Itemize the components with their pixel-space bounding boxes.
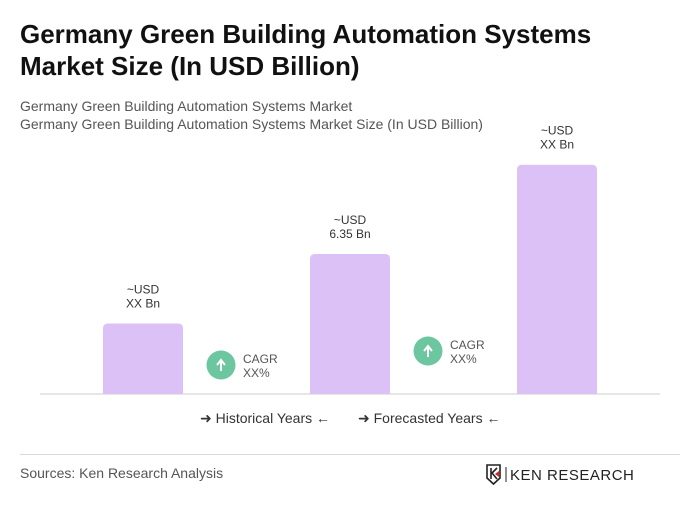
cagr-value: XX% bbox=[243, 366, 270, 380]
bar bbox=[517, 164, 597, 394]
data-label: ~USD bbox=[541, 124, 574, 138]
bar bbox=[103, 323, 183, 394]
cagr-value: XX% bbox=[450, 352, 477, 366]
legend-forecasted-label: Forecasted Years bbox=[373, 410, 483, 426]
legend-historical-label: Historical Years bbox=[215, 410, 313, 426]
arrow-left-icon: ← bbox=[486, 410, 501, 426]
divider bbox=[20, 454, 680, 455]
legend-historical: ➜ Historical Years ← bbox=[200, 410, 330, 427]
page-title: Germany Green Building Automation System… bbox=[20, 19, 592, 81]
subtitle: Germany Green Building Automation System… bbox=[20, 98, 353, 114]
data-label: ~USD bbox=[127, 282, 160, 296]
arrow-right-icon: ➜ bbox=[358, 410, 370, 426]
cagr-label: CAGR bbox=[450, 338, 485, 352]
arrow-right-icon: ➜ bbox=[200, 410, 212, 426]
cagr-label: CAGR bbox=[243, 352, 278, 366]
data-label: XX Bn bbox=[126, 296, 160, 310]
source-text: Sources: Ken Research Analysis bbox=[20, 465, 224, 481]
bar bbox=[310, 254, 390, 394]
subtitle-secondary: Germany Green Building Automation System… bbox=[20, 116, 483, 132]
data-label: ~USD bbox=[334, 213, 367, 227]
arrow-left-icon: ← bbox=[316, 410, 331, 426]
data-label: XX Bn bbox=[540, 138, 574, 152]
ken-research-logo: KEN RESEARCH bbox=[486, 464, 634, 486]
svg-text:KEN RESEARCH: KEN RESEARCH bbox=[510, 467, 634, 484]
legend-forecasted: ➜ Forecasted Years ← bbox=[358, 410, 500, 427]
data-label: 6.35 Bn bbox=[329, 227, 370, 241]
